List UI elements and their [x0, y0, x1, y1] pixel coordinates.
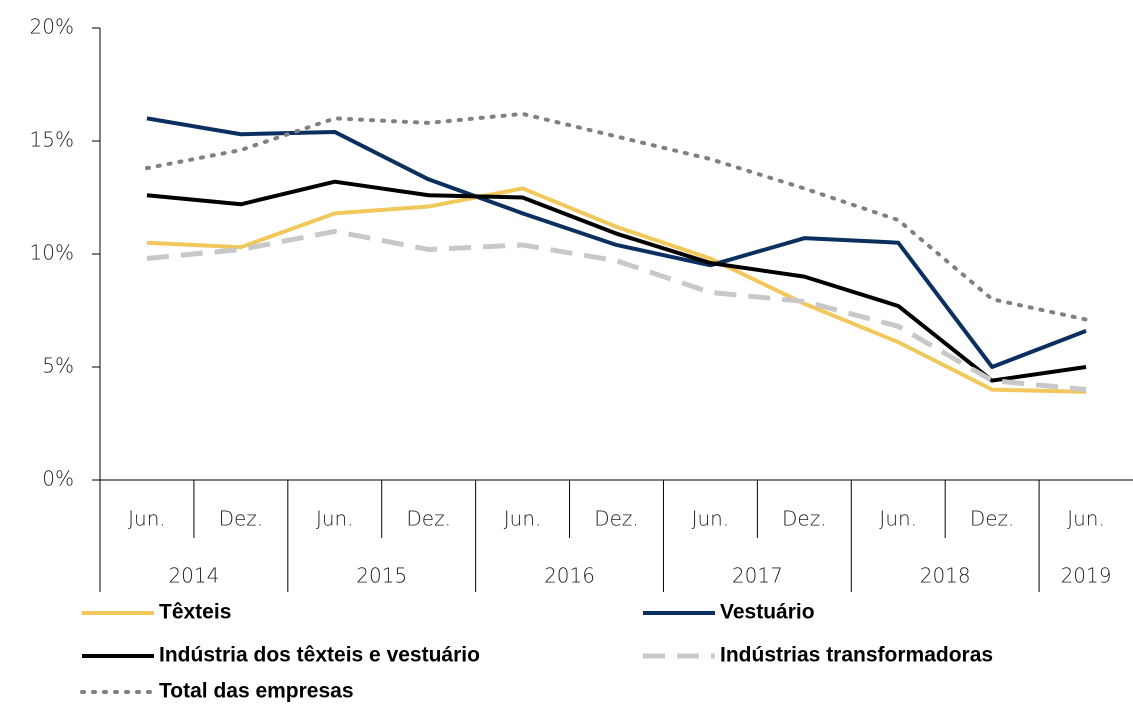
x-tick-label: Jun.	[128, 507, 166, 531]
x-group-label: 2015	[356, 564, 407, 588]
y-tick-label: 0%	[42, 467, 74, 491]
x-tick-label: Jun.	[504, 507, 542, 531]
x-group-label: 2017	[732, 564, 783, 588]
x-tick-label: Dez.	[406, 507, 451, 531]
x-group-label: 2014	[168, 564, 219, 588]
x-tick-label: Jun.	[879, 507, 917, 531]
x-group-label: 2019	[1061, 564, 1112, 588]
y-tick-label: 15%	[30, 128, 74, 152]
series-line	[144, 111, 1089, 322]
x-group-label: 2018	[920, 564, 971, 588]
legend-label: Vestuário	[720, 601, 815, 624]
x-tick-label: Dez.	[594, 507, 639, 531]
series-line	[146, 186, 1087, 394]
series-line	[146, 116, 1087, 369]
x-tick-label: Jun.	[1067, 507, 1105, 531]
legend-label: Total das empresas	[159, 680, 354, 703]
y-tick-label: 20%	[30, 15, 74, 39]
legend-label: Indústria dos têxteis e vestuário	[159, 644, 480, 667]
legend-label: Indústrias transformadoras	[720, 644, 993, 667]
x-tick-label: Dez.	[782, 507, 827, 531]
series-line	[146, 179, 1087, 383]
x-tick-label: Jun.	[692, 507, 730, 531]
x-tick-label: Dez.	[219, 507, 264, 531]
x-group-label: 2016	[544, 564, 595, 588]
series-line	[146, 228, 1087, 393]
x-tick-label: Dez.	[970, 507, 1015, 531]
y-tick-label: 5%	[42, 354, 74, 378]
y-tick-label: 10%	[30, 241, 74, 265]
x-tick-label: Jun.	[316, 507, 354, 531]
legend-label: Têxteis	[159, 601, 231, 624]
